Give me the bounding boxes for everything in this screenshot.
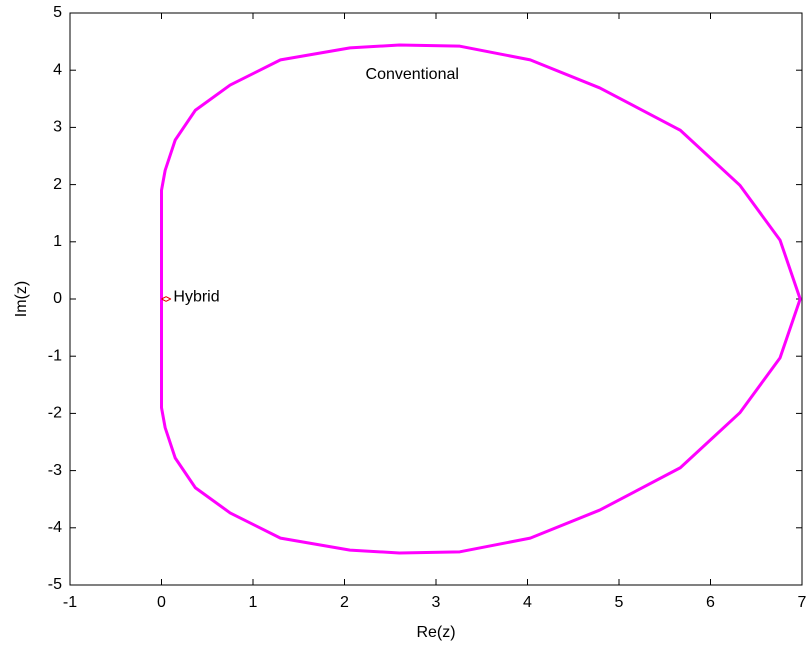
curve (161, 296, 172, 302)
x-tick-label: 5 (615, 594, 624, 611)
y-tick-label: -2 (48, 405, 62, 422)
x-tick-label: 1 (249, 594, 258, 611)
y-tick-label: -1 (48, 347, 62, 364)
annotation: Hybrid (173, 289, 219, 306)
x-tick-label: 7 (798, 594, 807, 611)
x-tick-label: 6 (706, 594, 715, 611)
y-tick-label: 1 (53, 233, 62, 250)
x-tick-label: -1 (63, 594, 77, 611)
y-tick-label: 5 (53, 4, 62, 21)
x-axis-label: Re(z) (416, 624, 455, 641)
x-tick-label: 0 (157, 594, 166, 611)
x-tick-label: 4 (523, 594, 532, 611)
curve (160, 43, 802, 555)
y-tick-label: -5 (48, 576, 62, 593)
y-tick-label: 4 (53, 61, 62, 78)
y-tick-label: 3 (53, 119, 62, 136)
y-tick-label: 0 (53, 290, 62, 307)
y-axis-label: Im(z) (13, 281, 30, 317)
y-tick-label: -3 (48, 462, 62, 479)
x-tick-label: 3 (432, 594, 441, 611)
x-tick-label: 2 (340, 594, 349, 611)
annotation: Conventional (366, 66, 459, 83)
y-tick-label: 2 (53, 176, 62, 193)
y-tick-label: -4 (48, 519, 62, 536)
